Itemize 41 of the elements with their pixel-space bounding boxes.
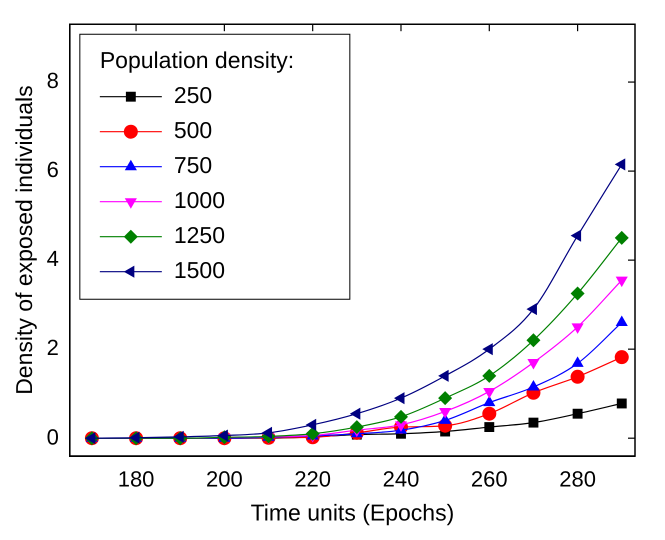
point xyxy=(572,408,583,419)
x-axis-title: Time units (Epochs) xyxy=(250,500,454,526)
x-tick-label: 220 xyxy=(294,466,332,492)
point xyxy=(482,368,496,383)
point xyxy=(438,391,452,406)
legend-title: Population density: xyxy=(100,47,294,74)
point xyxy=(173,430,184,443)
y-tick-label: 2 xyxy=(46,335,59,360)
y-tick-label: 4 xyxy=(46,246,59,272)
point xyxy=(394,410,408,424)
legend-label: 500 xyxy=(174,117,212,144)
point xyxy=(438,370,449,382)
point xyxy=(217,429,228,442)
legend-label: 750 xyxy=(174,152,212,178)
legend-label: 1000 xyxy=(174,187,226,214)
x-tick-label: 180 xyxy=(118,466,154,492)
y-axis-title: Density of exposed individuals xyxy=(11,85,38,395)
point xyxy=(483,388,496,398)
point xyxy=(484,422,494,432)
x-tick-label: 200 xyxy=(206,466,243,492)
point xyxy=(528,418,538,428)
point xyxy=(482,406,496,421)
point xyxy=(570,286,585,301)
point xyxy=(262,426,272,439)
point xyxy=(439,408,452,418)
x-tick-label: 260 xyxy=(470,466,508,492)
point xyxy=(306,418,316,431)
legend-label: 1500 xyxy=(174,257,226,284)
point xyxy=(570,370,585,384)
legend-label: 250 xyxy=(174,82,212,108)
x-tick-label: 240 xyxy=(382,466,420,492)
y-tick-label: 6 xyxy=(46,157,59,182)
point xyxy=(616,398,627,408)
y-tick-label: 8 xyxy=(46,68,59,94)
point xyxy=(350,420,364,434)
y-tick-label: 0 xyxy=(46,424,59,450)
legend-label: 1250 xyxy=(174,222,226,248)
point xyxy=(526,333,540,348)
x-tick-label: 280 xyxy=(559,466,596,492)
point xyxy=(614,230,629,245)
point xyxy=(614,350,629,364)
